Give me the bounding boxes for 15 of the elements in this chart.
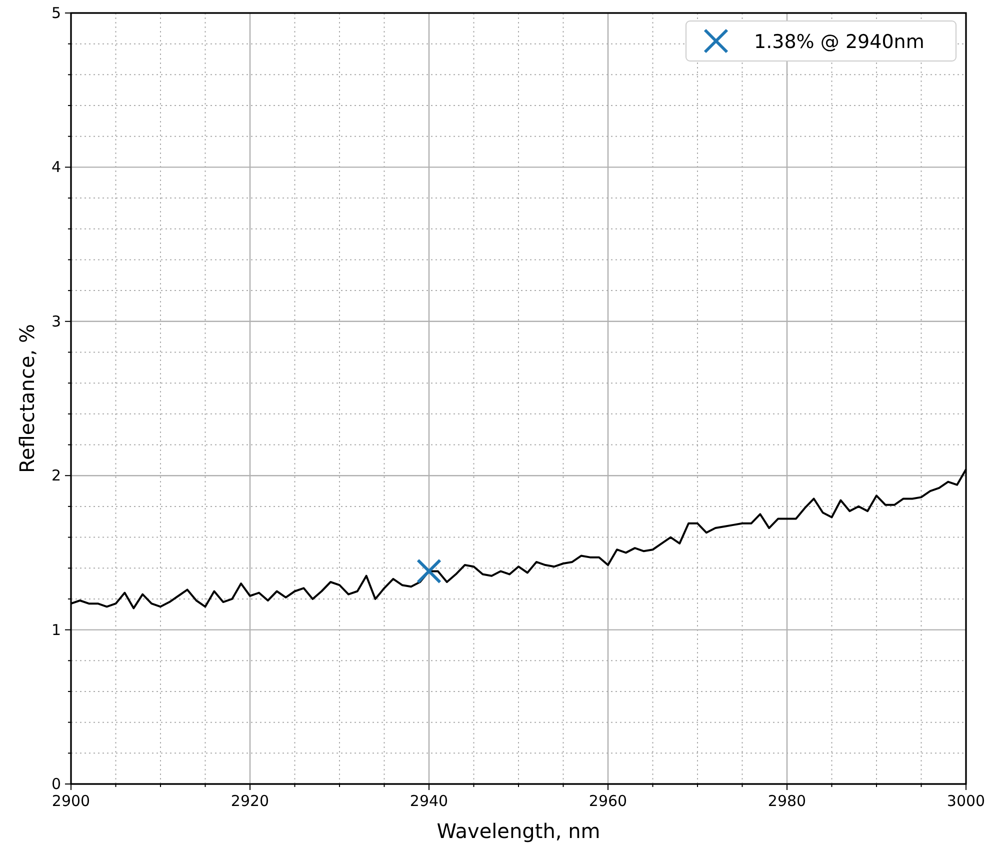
- y-tick-label: 2: [51, 466, 61, 485]
- x-tick-label: 3000: [946, 792, 986, 810]
- legend-label: 1.38% @ 2940nm: [754, 31, 924, 53]
- y-axis-title: Reflectance, %: [15, 324, 39, 473]
- y-tick-label: 0: [51, 775, 61, 793]
- y-tick-label: 4: [51, 158, 61, 176]
- x-axis-title: Wavelength, nm: [436, 819, 600, 843]
- y-tick-label: 1: [51, 620, 61, 639]
- x-tick-label: 2980: [768, 792, 806, 810]
- x-tick-label: 2960: [588, 792, 628, 810]
- x-tick-label: 2940: [410, 792, 448, 810]
- y-tick-label: 5: [51, 4, 61, 22]
- x-tick-label: 2900: [52, 792, 90, 810]
- y-tick-label: 3: [51, 312, 61, 330]
- x-tick-label: 2920: [230, 792, 270, 810]
